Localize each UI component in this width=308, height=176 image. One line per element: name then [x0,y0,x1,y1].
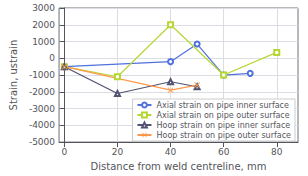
svg-text:0: 0 [49,53,55,63]
svg-text:2000: 2000 [32,20,55,30]
svg-text:-4000: -4000 [29,120,55,130]
svg-text:-5000: -5000 [29,137,55,147]
svg-text:Distance from weld centreline,: Distance from weld centreline, mm [91,161,267,172]
svg-text:20: 20 [112,147,124,157]
svg-text:3000: 3000 [32,3,55,13]
svg-text:0: 0 [61,147,67,157]
svg-text:40: 40 [165,147,177,157]
svg-text:60: 60 [218,147,230,157]
svg-text:1000: 1000 [32,37,55,47]
svg-text:-2000: -2000 [29,87,55,97]
svg-text:Strain, ustrain: Strain, ustrain [8,40,19,111]
svg-text:Hoop strain on pipe inner surf: Hoop strain on pipe inner surface [156,121,290,130]
svg-text:Axial strain on pipe outer sur: Axial strain on pipe outer surface [156,111,289,120]
svg-text:Axial strain on pipe inner sur: Axial strain on pipe inner surface [156,101,289,110]
svg-text:-1000: -1000 [29,70,55,80]
svg-text:Hoop strain on pipe outer surf: Hoop strain on pipe outer surface [156,131,291,140]
svg-text:-3000: -3000 [29,104,55,114]
svg-text:80: 80 [271,147,283,157]
